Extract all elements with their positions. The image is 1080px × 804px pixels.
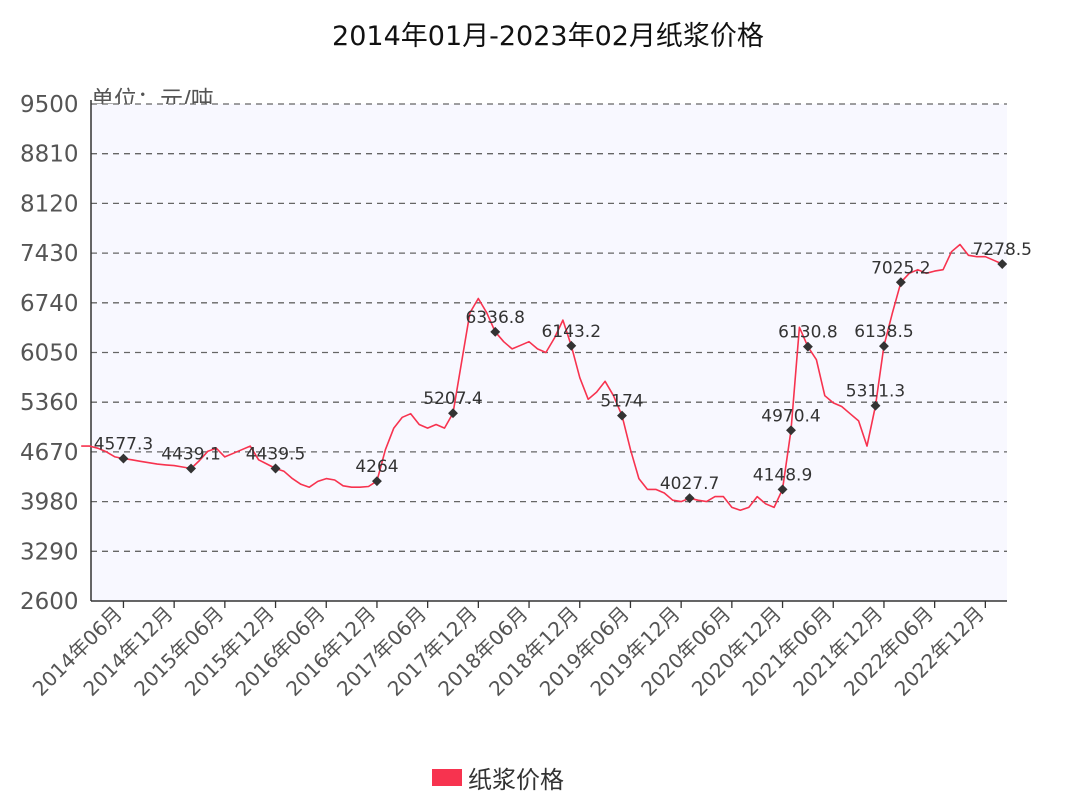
y-tick-label: 2600 xyxy=(20,589,79,615)
data-label: 4577.3 xyxy=(94,435,153,455)
data-point xyxy=(777,484,788,495)
data-label: 6336.8 xyxy=(466,308,525,328)
y-tick-label: 8810 xyxy=(20,142,79,168)
y-tick-label: 7430 xyxy=(20,241,79,267)
y-tick-label: 3980 xyxy=(20,490,79,516)
y-tick-label: 8120 xyxy=(20,191,79,217)
data-point xyxy=(448,408,458,419)
data-point xyxy=(870,400,881,411)
data-point xyxy=(372,476,382,487)
data-point xyxy=(786,425,796,436)
y-tick-label: 9500 xyxy=(20,92,79,118)
y-tick-label: 5360 xyxy=(20,390,79,416)
data-label: 5311.3 xyxy=(846,382,905,402)
y-tick-label: 6050 xyxy=(20,341,79,367)
data-point xyxy=(802,341,813,352)
data-point xyxy=(684,493,695,504)
data-point xyxy=(566,340,577,351)
data-label: 5174 xyxy=(600,392,643,412)
data-point xyxy=(186,463,196,474)
y-tick-label: 4670 xyxy=(20,440,79,466)
data-label: 6143.2 xyxy=(542,322,601,342)
data-label: 4970.4 xyxy=(761,406,820,426)
y-tick-label: 3290 xyxy=(20,539,79,565)
data-label: 4439.1 xyxy=(161,445,220,465)
data-point xyxy=(879,341,889,352)
data-point xyxy=(997,259,1008,269)
series-line xyxy=(81,243,1003,512)
data-label: 4439.5 xyxy=(246,445,305,465)
data-point xyxy=(895,277,906,288)
data-label: 4264 xyxy=(355,457,398,477)
chart-title: 2014年01月-2023年02月纸浆价格 xyxy=(332,21,764,52)
data-label: 6138.5 xyxy=(854,322,913,342)
data-label: 4148.9 xyxy=(753,465,812,485)
legend-swatch xyxy=(432,769,462,786)
legend: 纸浆价格 xyxy=(432,760,564,795)
data-label: 4027.7 xyxy=(660,474,719,494)
data-label: 7278.5 xyxy=(973,240,1032,260)
data-label: 6130.8 xyxy=(778,323,837,343)
legend-label: 纸浆价格 xyxy=(468,766,564,794)
data-point xyxy=(490,326,501,337)
data-label: 5207.4 xyxy=(423,389,482,409)
data-point xyxy=(617,410,627,421)
data-label: 7025.2 xyxy=(871,258,930,278)
data-point xyxy=(270,463,281,474)
y-tick-label: 6740 xyxy=(20,291,79,317)
